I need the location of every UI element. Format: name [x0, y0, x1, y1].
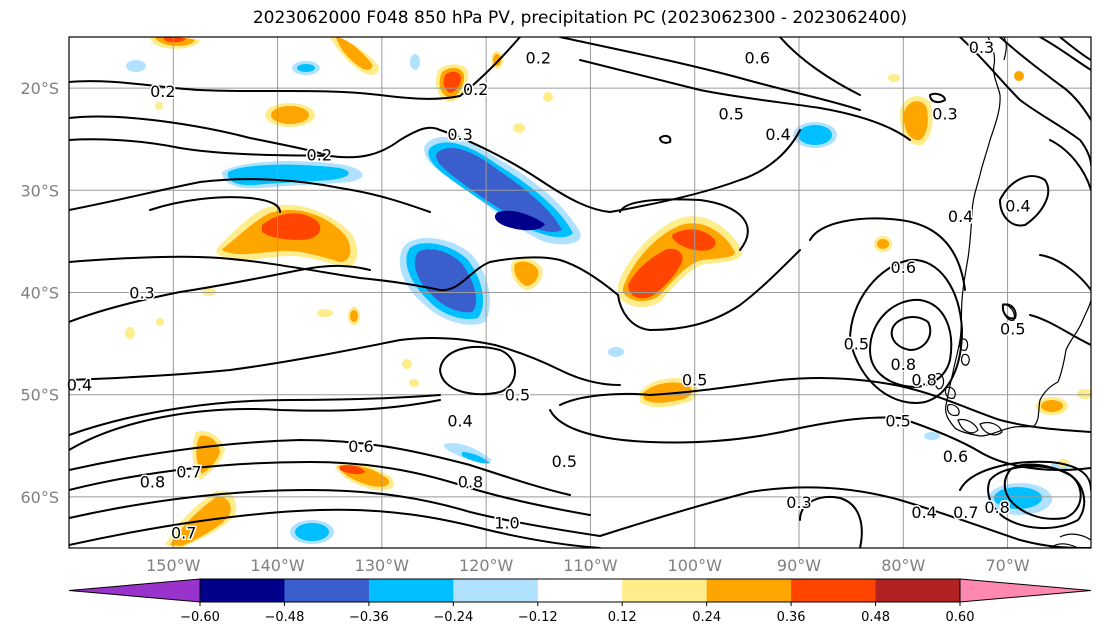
colorbar-segment [875, 579, 961, 602]
colorbar-tick-label: −0.36 [349, 610, 389, 625]
pv-contours [69, 37, 1091, 548]
contour-label: 0.2 [526, 48, 551, 67]
contour-label: 0.7 [176, 462, 201, 481]
contour-label: 0.6 [745, 48, 770, 67]
plot-frame [68, 36, 1092, 549]
colorbar-extend-high [959, 578, 1092, 603]
map-title: 2023062000 F048 850 hPa PV, precipitatio… [252, 8, 908, 28]
colorbar-segment [537, 579, 623, 602]
precip-shading [125, 37, 1091, 548]
lat-label: 20°S [20, 79, 59, 98]
lon-label: 80°W [881, 556, 925, 575]
colorbar-tick-label: 0.60 [946, 610, 975, 625]
latitude-labels: 20°S 30°S 40°S 50°S 60°S [20, 79, 59, 507]
lon-label: 110°W [563, 556, 618, 575]
lat-label: 30°S [20, 181, 59, 200]
colorbar-tick-label: 0.12 [608, 610, 637, 625]
colorbar-tick-label: 0.36 [777, 610, 806, 625]
lon-label: 120°W [459, 556, 514, 575]
contour-label: 0.2 [463, 80, 488, 99]
contour-label: 0.4 [948, 207, 973, 226]
colorbar-segment [706, 579, 792, 602]
contour-label: 0.4 [911, 503, 936, 522]
contour-label: 0.3 [129, 284, 154, 303]
contour-label: 0.5 [718, 105, 743, 124]
colorbar-segment [200, 579, 285, 602]
colorbar-tick-label: −0.60 [180, 610, 220, 625]
contour-label: 0.5 [505, 386, 530, 405]
contour-label: 0.4 [67, 375, 92, 394]
colorbar-segment [453, 579, 539, 602]
colorbar-tick-label: 0.48 [861, 610, 890, 625]
contour-label: 0.5 [552, 452, 577, 471]
lat-label: 40°S [20, 284, 59, 303]
lon-label: 70°W [985, 556, 1029, 575]
colorbar-tick-label: −0.12 [518, 610, 558, 625]
contour-label: 1.0 [494, 513, 519, 532]
contour-label: 0.5 [1000, 319, 1025, 338]
longitude-labels: 150°W 140°W 130°W 120°W 110°W 100°W 90°W 80°W 70… [146, 556, 1030, 575]
colorbar: −0.60 −0.48 −0.36 −0.24 −0.12 0.12 0.24 0.36 0.4… [68, 578, 1092, 625]
lon-label: 130°W [355, 556, 410, 575]
contour-label: 0.5 [682, 370, 707, 389]
contour-label: 0.3 [932, 105, 957, 124]
contour-label: 0.6 [891, 258, 916, 277]
lon-label: 90°W [777, 556, 821, 575]
contour-label: 0.6 [348, 437, 373, 456]
lat-label: 60°S [20, 488, 59, 507]
contour-label: 0.5 [885, 411, 910, 430]
contour-label: 0.3 [786, 493, 811, 512]
lon-label: 150°W [146, 556, 201, 575]
contour-label: 0.4 [1005, 197, 1030, 216]
contour-label: 0.2 [150, 82, 175, 101]
contour-label: 0.8 [140, 473, 165, 492]
colorbar-segment [791, 579, 877, 602]
contour-label: 0.2 [307, 146, 332, 165]
contour-label: 0.5 [844, 335, 869, 354]
contour-label: 0.6 [943, 447, 968, 466]
contour-label: 0.4 [447, 411, 472, 430]
contour-label: 0.7 [171, 524, 196, 543]
colorbar-segment [284, 579, 370, 602]
colorbar-segment [368, 579, 454, 602]
contour-label: 0.8 [891, 355, 916, 374]
contour-label: 0.8 [911, 370, 936, 389]
contour-labels: 0.2 0.2 0.2 0.2 0.3 0.3 0.3 0.3 0.3 0.4 0.4 0.4 0.4 0… [65, 37, 1032, 544]
colorbar-tick-label: 0.24 [692, 610, 721, 625]
lon-label: 140°W [250, 556, 305, 575]
contour-label: 0.3 [447, 125, 472, 144]
colorbar-frame [199, 578, 961, 603]
contour-label: 0.3 [969, 38, 994, 57]
colorbar-extend-low [68, 578, 201, 603]
contour-label: 0.7 [953, 503, 978, 522]
lon-label: 100°W [668, 556, 723, 575]
lat-label: 50°S [20, 386, 59, 405]
colorbar-tick-label: −0.48 [265, 610, 305, 625]
contour-label: 0.8 [984, 498, 1009, 517]
colorbar-tick-label: −0.24 [433, 610, 473, 625]
contour-label: 0.4 [765, 125, 790, 144]
contour-label: 0.8 [458, 473, 483, 492]
colorbar-segment [622, 579, 708, 602]
